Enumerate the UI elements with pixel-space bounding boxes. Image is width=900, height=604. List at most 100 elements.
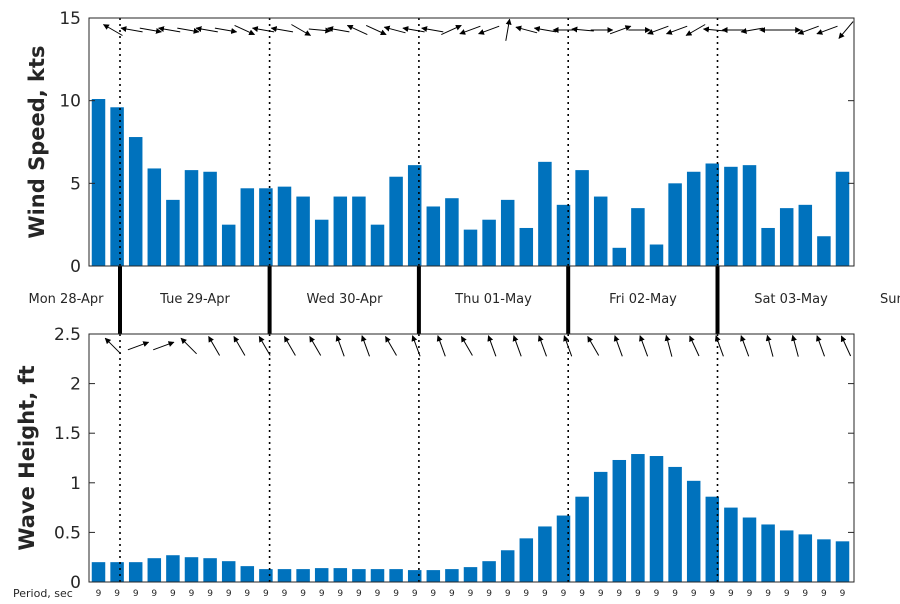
wind-direction-arrow [797, 25, 819, 35]
wave-bar [91, 562, 106, 582]
wind-bar [426, 206, 441, 266]
wave-bar [147, 558, 162, 582]
wave-direction-arrow [487, 335, 497, 357]
day-label: Wed 30-Apr [307, 292, 384, 307]
wind-bar [593, 196, 608, 266]
period-value: 9 [654, 589, 660, 599]
wave-tick-label: 0.5 [54, 523, 81, 543]
wind-bar [686, 171, 701, 266]
wind-bar [221, 224, 236, 266]
wind-tick-label: 0 [70, 257, 81, 277]
period-value: 9 [337, 589, 343, 599]
wind-direction-arrow [647, 25, 669, 35]
wind-tick-label: 10 [59, 92, 81, 112]
wave-bar [538, 526, 552, 582]
wind-direction-arrow [102, 24, 123, 36]
period-value: 9 [579, 589, 585, 599]
wave-bar [631, 454, 645, 582]
wind-direction-arrow [308, 27, 332, 34]
wave-bar [296, 569, 310, 582]
day-label: Thu 01-May [454, 292, 532, 307]
wave-direction-arrow [127, 341, 150, 351]
period-value: 9 [616, 589, 622, 599]
wave-bar [612, 459, 627, 582]
wave-tick-label: 2.5 [54, 325, 81, 345]
period-value: 9 [728, 589, 734, 599]
wave-bar [798, 534, 813, 582]
wind-bar [184, 170, 199, 266]
wave-direction-arrow [233, 335, 246, 356]
wave-direction-arrow [587, 335, 600, 356]
wave-bar [203, 558, 217, 582]
wind-bars [91, 99, 850, 266]
wave-ylabel: Wave Height, ft [15, 365, 39, 550]
wave-bar [426, 570, 441, 582]
wind-bar [761, 227, 775, 266]
wave-bar [184, 557, 199, 582]
wind-bar [668, 183, 682, 266]
period-value: 9 [821, 589, 827, 599]
wind-direction-arrow [270, 26, 294, 33]
wave-bar [500, 550, 515, 582]
wave-bar [352, 569, 366, 582]
wind-direction-arrow [665, 25, 688, 35]
wave-bar [370, 569, 385, 582]
wave-direction-arrow [765, 334, 774, 357]
wind-bar [407, 165, 422, 266]
wave-direction-arrow [816, 335, 825, 357]
wind-bar [705, 163, 720, 266]
wind-bar [482, 219, 496, 266]
wind-bar [352, 196, 366, 266]
wind-direction-arrow [120, 26, 143, 33]
period-values: 9 9 9 9 9 9 9 9 9 9 9 9 9 9 9 9 9 9 9 9 9 9 9 9 9 9 9 9 9 9 9 9 9 9 9 9 9 9 9 9… [96, 589, 846, 599]
wind-bar [314, 219, 329, 266]
wind-direction-arrow [214, 27, 238, 34]
period-value: 9 [133, 589, 139, 599]
wave-direction-arrow [153, 341, 175, 351]
wind-bar [389, 176, 403, 266]
period-value: 9 [244, 589, 250, 599]
wind-direction-arrow [838, 21, 854, 39]
period-value: 9 [319, 589, 325, 599]
wave-bar [742, 517, 757, 582]
wind-direction-arrow [441, 24, 462, 36]
wind-bar [500, 199, 515, 266]
wave-direction-arrow [361, 335, 370, 357]
wind-bar [370, 224, 385, 266]
wind-direction-arrow [421, 26, 444, 33]
wave-tick-label: 1 [70, 474, 81, 494]
period-value: 9 [505, 589, 511, 599]
wave-direction-arrow [840, 335, 852, 357]
wind-direction-arrow [346, 24, 368, 36]
wind-bar [519, 227, 534, 266]
wave-bar [240, 566, 255, 582]
wind-bar [240, 188, 255, 266]
period-value: 9 [282, 589, 288, 599]
wind-bar [166, 199, 180, 266]
wind-bar [575, 170, 589, 266]
wave-tick-label: 0 [70, 573, 81, 593]
wind-bar [110, 107, 124, 266]
wind-bar [147, 168, 162, 266]
wind-bar [128, 137, 143, 266]
period-value: 9 [207, 589, 213, 599]
period-value: 9 [523, 589, 529, 599]
period-value: 9 [226, 589, 232, 599]
period-value: 9 [765, 589, 771, 599]
wind-bar [91, 99, 106, 266]
wave-bar [705, 496, 720, 582]
wind-direction-arrow [571, 26, 594, 33]
wave-bar [835, 541, 850, 582]
period-value: 9 [393, 589, 399, 599]
wind-direction-arrow [251, 26, 275, 33]
period-value: 9 [189, 589, 195, 599]
wave-direction-arrow [714, 335, 724, 357]
wave-bar [333, 568, 348, 582]
wave-bar [575, 496, 589, 582]
wind-bar [445, 198, 459, 266]
period-value: 9 [430, 589, 436, 599]
wind-bar [612, 247, 627, 266]
wave-bar [128, 562, 143, 582]
